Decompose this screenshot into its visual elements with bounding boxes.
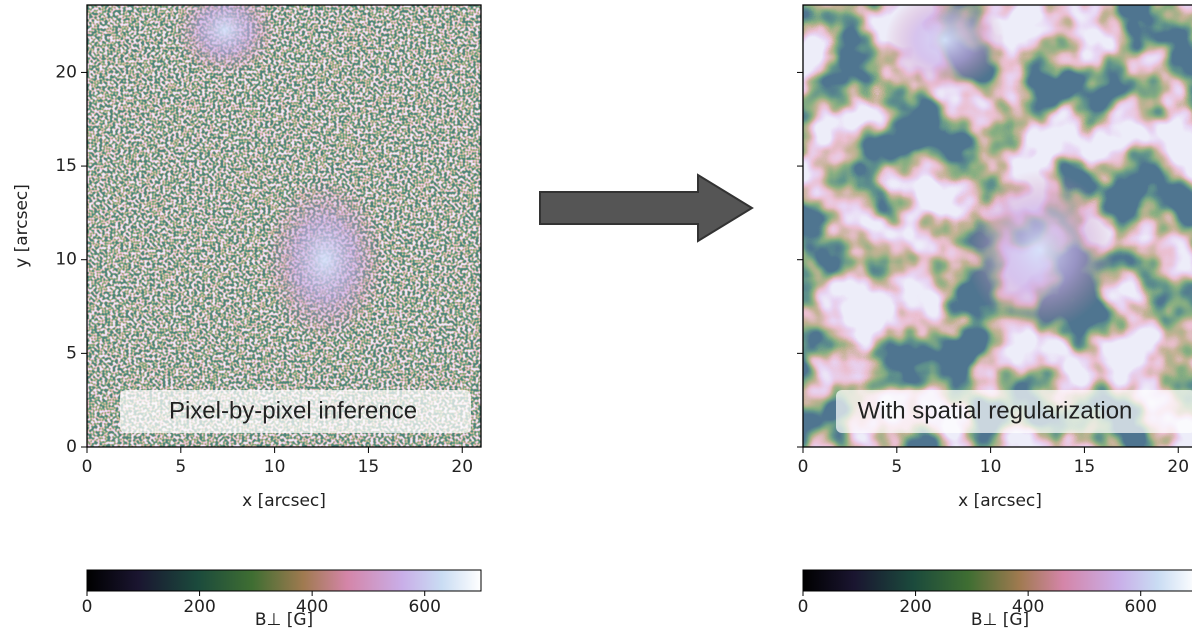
colorbar-label: B⊥ [G] (255, 610, 313, 629)
x-tick-label: 5 (891, 457, 902, 477)
y-tick-label: 10 (55, 250, 77, 270)
x-tick-label: 10 (264, 457, 286, 477)
heatmap-right (803, 0, 1192, 447)
x-tick-label: 5 (175, 457, 186, 477)
x-tick-label: 0 (82, 457, 93, 477)
x-tick-label: 20 (1167, 457, 1189, 477)
colorbar (87, 570, 481, 591)
bright-region (265, 180, 385, 340)
x-tick-label: 15 (1074, 457, 1096, 477)
figure: 0510152005101520x [arcsec]y [arcsec]Pixe… (0, 0, 1192, 629)
colorbar-tick-label: 200 (183, 597, 215, 617)
x-tick-label: 15 (358, 457, 380, 477)
page: 0510152005101520x [arcsec]y [arcsec]Pixe… (0, 0, 1192, 629)
y-axis-label: y [arcsec] (12, 184, 32, 268)
y-tick-label: 5 (66, 343, 77, 363)
colorbar-tick-label: 200 (899, 597, 931, 617)
colorbar-tick-label: 0 (798, 597, 809, 617)
colorbar (803, 570, 1192, 591)
x-tick-label: 20 (451, 457, 473, 477)
annotation: Pixel-by-pixel inference (169, 397, 417, 424)
x-axis-label: x [arcsec] (958, 491, 1042, 511)
x-tick-label: 10 (980, 457, 1002, 477)
bright-region (965, 170, 1115, 330)
colorbar-tick-label: 0 (82, 597, 93, 617)
heatmap-left (87, 0, 481, 447)
y-tick-label: 20 (55, 62, 77, 82)
colorbar-label: B⊥ [G] (971, 610, 1029, 629)
y-tick-label: 15 (55, 156, 77, 176)
colorbar-tick-label: 600 (408, 597, 440, 617)
x-axis-label: x [arcsec] (242, 491, 326, 511)
colorbar-tick-label: 600 (1124, 597, 1156, 617)
y-tick-label: 0 (66, 437, 77, 457)
arrow (540, 175, 752, 241)
x-tick-label: 0 (798, 457, 809, 477)
annotation: With spatial regularization (858, 397, 1133, 424)
